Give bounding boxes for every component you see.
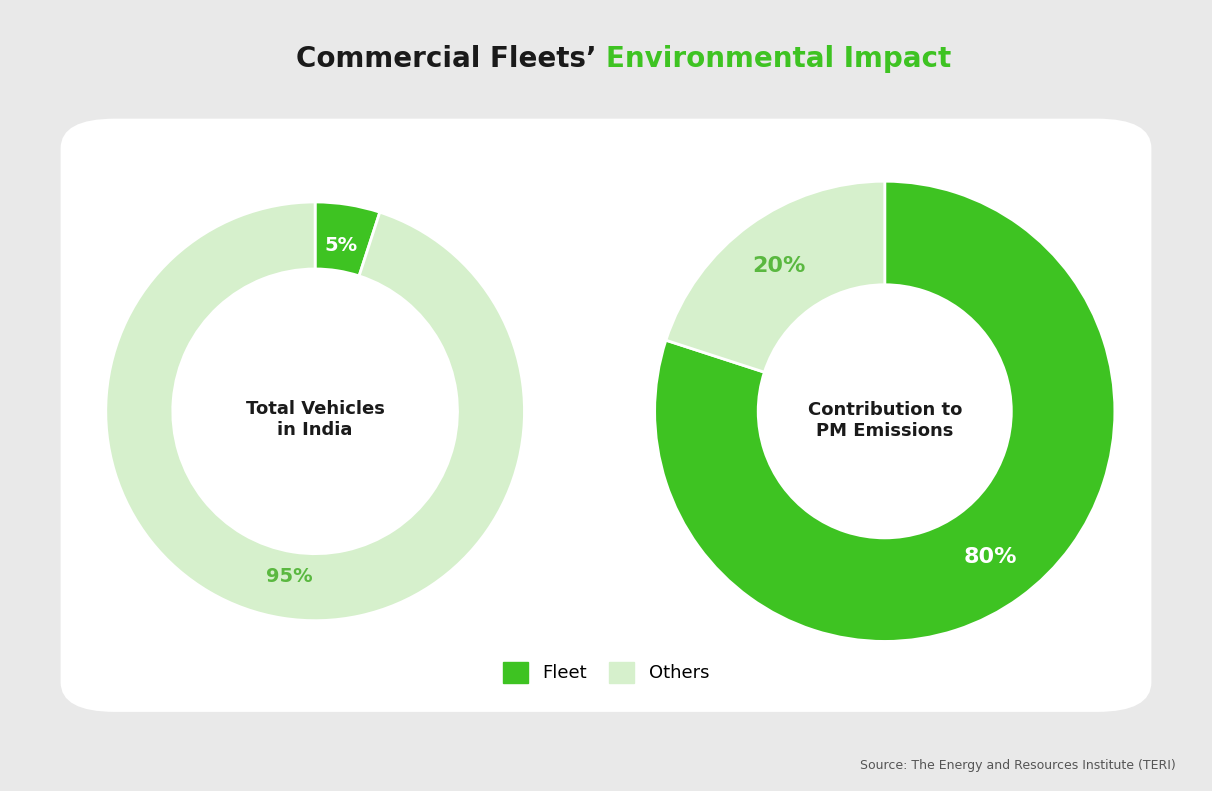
Text: 95%: 95% xyxy=(265,567,313,586)
Text: Total Vehicles
in India: Total Vehicles in India xyxy=(246,400,384,439)
FancyBboxPatch shape xyxy=(61,119,1151,712)
Text: 20%: 20% xyxy=(753,256,806,276)
Wedge shape xyxy=(315,202,379,276)
Wedge shape xyxy=(654,181,1115,642)
Text: 5%: 5% xyxy=(325,237,358,255)
Text: Contribution to
PM Emissions: Contribution to PM Emissions xyxy=(807,401,962,440)
Text: 80%: 80% xyxy=(964,547,1017,566)
Text: Source: The Energy and Resources Institute (TERI): Source: The Energy and Resources Institu… xyxy=(859,759,1176,772)
Text: Environmental Impact: Environmental Impact xyxy=(606,45,951,74)
Text: Commercial Fleets’: Commercial Fleets’ xyxy=(296,45,606,74)
Wedge shape xyxy=(665,181,885,373)
Wedge shape xyxy=(105,202,525,621)
Legend: Fleet, Others: Fleet, Others xyxy=(503,662,709,683)
